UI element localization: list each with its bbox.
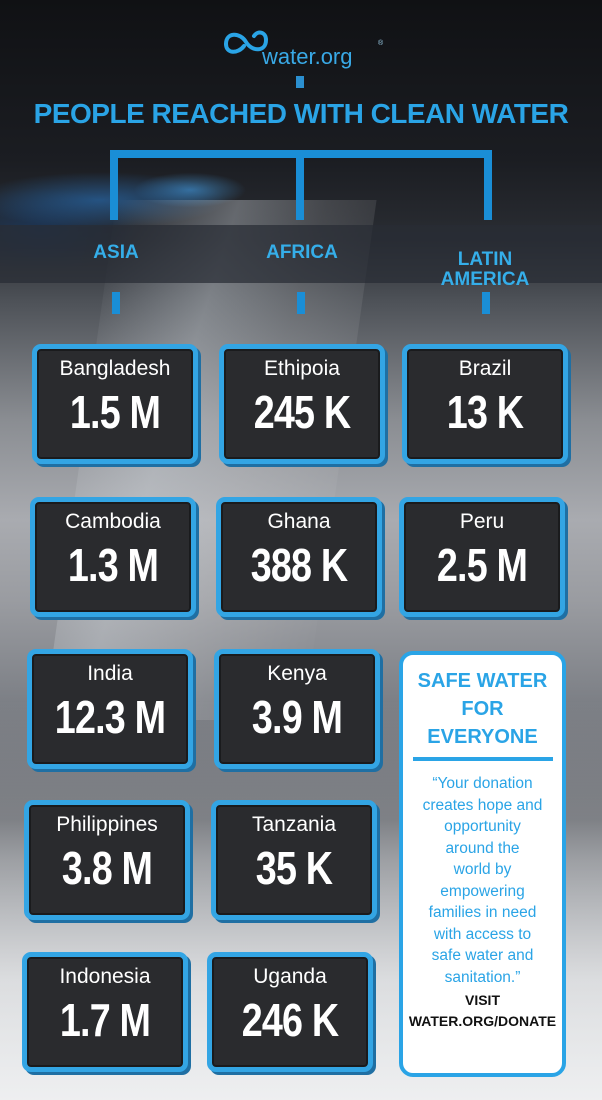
- water-org-logo: water.org ®: [218, 20, 388, 70]
- country-card-ethipoia: Ethipoia 245 K: [219, 344, 385, 464]
- people-reached-value: 12.3 M: [54, 691, 166, 743]
- country-name: Peru: [459, 510, 505, 533]
- callout-title-line: SAFE WATER: [417, 670, 548, 692]
- water-drop-loop-icon: [224, 30, 269, 54]
- country-name: Cambodia: [65, 510, 161, 533]
- donation-quote: “Your donation creates hope and opportun…: [403, 773, 562, 988]
- cta-visit: VISIT: [464, 992, 500, 1008]
- people-reached-value: 1.3 M: [67, 539, 159, 591]
- connector-latin-america: [484, 150, 492, 220]
- donate-url: WATER.ORG/DONATE: [408, 1013, 557, 1029]
- quote-line: world by: [453, 861, 512, 878]
- region-africa: AFRICA: [266, 242, 338, 263]
- people-reached-value: 245 K: [253, 386, 351, 438]
- quote-line: empowering: [440, 882, 525, 900]
- people-reached-value: 3.8 M: [61, 842, 153, 894]
- callout-divider: [412, 757, 553, 761]
- region-band: [0, 225, 602, 283]
- country-card-uganda: Uganda 246 K: [207, 952, 373, 1072]
- country-card-brazil: Brazil 13 K: [402, 344, 568, 464]
- country-card-tanzania: Tanzania 35 K: [211, 800, 377, 920]
- country-name: India: [87, 662, 133, 685]
- country-card-indonesia: Indonesia 1.7 M: [22, 952, 188, 1072]
- people-reached-value: 13 K: [446, 386, 524, 438]
- logo-wordmark: water.org: [262, 44, 353, 69]
- tick-latin-america: [482, 292, 490, 314]
- people-reached-value: 1.5 M: [69, 386, 161, 438]
- donate-call-to-action: VISIT WATER.ORG/DONATE: [403, 990, 562, 1032]
- tick-asia: [112, 292, 120, 314]
- region-latin-america-label: LATIN AMERICA: [440, 249, 530, 290]
- country-name: Bangladesh: [59, 357, 171, 380]
- country-card-peru: Peru 2.5 M: [399, 497, 565, 617]
- country-card-bangladesh: Bangladesh 1.5 M: [32, 344, 198, 464]
- people-reached-value: 246 K: [241, 994, 339, 1046]
- people-reached-value: 388 K: [250, 539, 348, 591]
- people-reached-value: 3.9 M: [251, 691, 343, 743]
- quote-line: with access to: [433, 925, 532, 943]
- callout-title-line: FOR: [461, 698, 504, 720]
- quote-line: creates hope and: [422, 796, 543, 814]
- country-card-ghana: Ghana 388 K: [216, 497, 382, 617]
- callout-title: SAFE WATER FOR EVERYONE: [403, 667, 562, 751]
- quote-line: safe water and: [431, 947, 534, 964]
- people-reached-value: 2.5 M: [436, 539, 528, 591]
- connector-africa: [296, 150, 304, 220]
- country-name: Ethipoia: [264, 357, 340, 380]
- region-asia: ASIA: [93, 242, 139, 263]
- country-name: Ghana: [267, 510, 331, 533]
- registered-mark: ®: [378, 40, 384, 47]
- quote-line: “Your donation: [432, 775, 533, 792]
- safe-water-callout: SAFE WATER FOR EVERYONE “Your donation c…: [399, 651, 566, 1077]
- region-latin-america: LATIN AMERICA: [410, 230, 560, 290]
- country-name: Indonesia: [59, 965, 151, 988]
- tick-africa: [297, 292, 305, 314]
- callout-title-line: EVERYONE: [427, 726, 538, 748]
- country-card-india: India 12.3 M: [27, 649, 193, 769]
- logo-underline-tick: [296, 76, 304, 88]
- quote-line: sanitation.”: [444, 968, 521, 986]
- country-card-cambodia: Cambodia 1.3 M: [30, 497, 196, 617]
- people-reached-value: 1.7 M: [59, 994, 151, 1046]
- quote-line: families in need: [428, 904, 537, 921]
- country-name: Tanzania: [251, 813, 337, 836]
- country-name: Uganda: [253, 965, 327, 988]
- country-name: Brazil: [458, 357, 512, 380]
- country-card-philippines: Philippines 3.8 M: [24, 800, 190, 920]
- people-reached-value: 35 K: [255, 842, 333, 894]
- page-title: PEOPLE REACHED WITH CLEAN WATER: [33, 98, 569, 129]
- quote-line: around the: [445, 839, 520, 857]
- connector-asia: [110, 150, 118, 220]
- country-card-kenya: Kenya 3.9 M: [214, 649, 380, 769]
- country-name: Philippines: [56, 813, 158, 836]
- country-name: Kenya: [267, 662, 327, 685]
- quote-line: opportunity: [444, 818, 521, 835]
